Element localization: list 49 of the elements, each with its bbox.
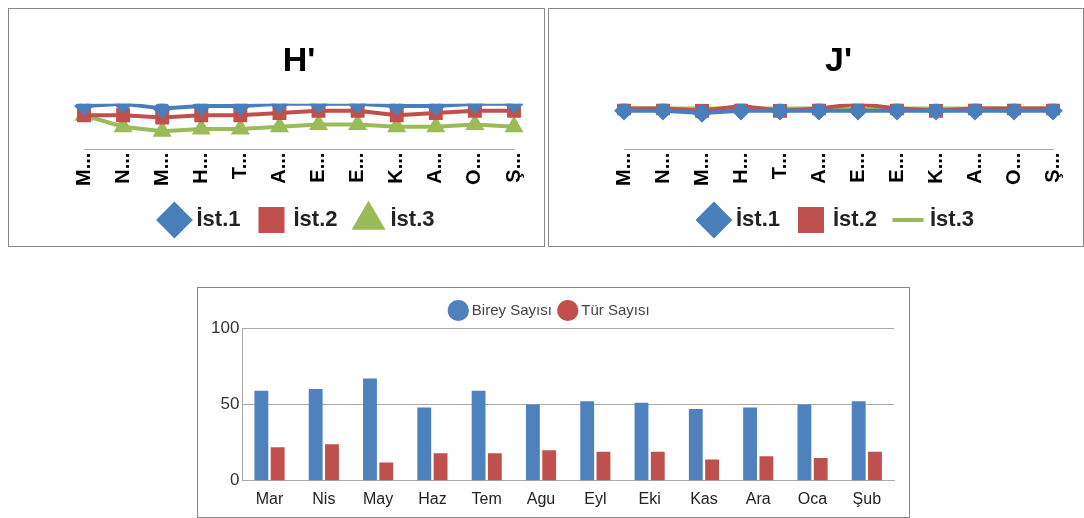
x-tick-label: M... (611, 152, 634, 187)
x-tick-label: H... (188, 152, 211, 184)
x-tick-label: M... (149, 152, 172, 187)
x-tick-label: Nis (312, 489, 336, 507)
legend-label: Birey Sayısı (471, 300, 552, 318)
x-tick-label: May (363, 489, 394, 507)
x-tick-label: T... (767, 152, 790, 180)
x-tick-label: N... (110, 152, 133, 184)
y-tick-label: 50 (220, 394, 240, 414)
x-tick-label: Şub (852, 489, 882, 507)
x-tick-label: A... (806, 152, 829, 184)
x-tick-label: O... (462, 152, 485, 185)
legend-label: İst.2 (832, 206, 878, 232)
x-tick-label: Kas (690, 489, 718, 507)
x-tick-label: Ş... (1040, 152, 1063, 183)
y-tick-label: 100 (210, 317, 240, 337)
legend-label: İst.3 (390, 206, 435, 232)
x-tick-label: H... (728, 152, 751, 184)
x-tick-label: M... (689, 152, 712, 187)
x-tick-label: A... (423, 152, 446, 184)
x-tick-label: E... (345, 152, 368, 183)
legend-label: İst.1 (196, 206, 241, 232)
x-tick-label: T... (227, 152, 250, 180)
x-tick-label: K... (384, 152, 407, 184)
legend-label: İst.2 (293, 206, 338, 232)
x-tick-label: Ş... (501, 152, 524, 183)
x-tick-label: A... (266, 152, 289, 184)
y-tick-label: 0 (229, 470, 240, 490)
x-tick-label: E... (884, 152, 907, 183)
chart-title: H' (282, 39, 316, 78)
x-tick-label: Oca (797, 489, 828, 507)
x-tick-label: Eki (638, 489, 661, 507)
chart-title: J' (825, 39, 852, 78)
x-tick-label: Mar (255, 489, 284, 507)
x-tick-label: A... (962, 152, 985, 184)
x-tick-label: Agu (526, 489, 556, 507)
x-tick-label: O... (1001, 152, 1024, 185)
x-tick-label: Ara (745, 489, 771, 507)
x-tick-label: M... (71, 152, 94, 187)
x-tick-label: Eyl (584, 489, 607, 507)
x-tick-label: Haz (418, 489, 447, 507)
x-tick-label: Tem (471, 489, 502, 507)
x-tick-label: E... (845, 152, 868, 183)
legend-label: İst.3 (930, 206, 975, 232)
legend-label: Tür Sayısı (581, 300, 650, 318)
x-tick-label: E... (306, 152, 329, 183)
legend-label: İst.1 (735, 206, 780, 232)
x-tick-label: N... (650, 152, 673, 184)
x-tick-label: K... (923, 152, 946, 184)
